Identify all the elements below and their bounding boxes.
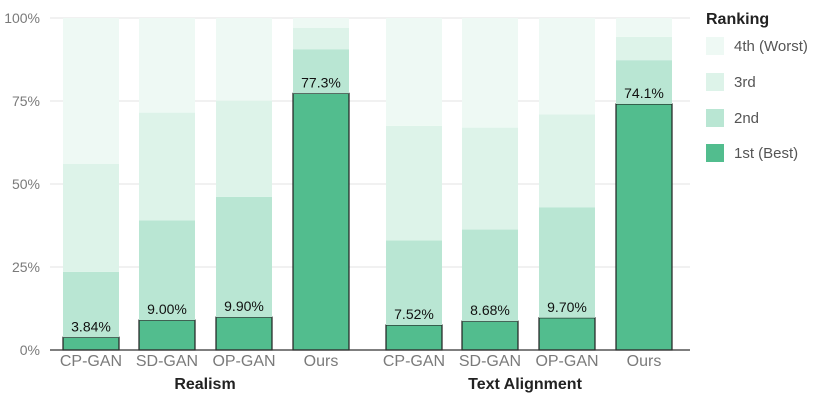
data-label: 74.1%	[624, 85, 664, 101]
bar-segment-4	[616, 18, 672, 37]
bar-segment-1	[461, 320, 519, 351]
bar-segment-2	[139, 220, 195, 321]
bar-segment-2	[539, 207, 595, 318]
legend-label: 3rd	[734, 74, 756, 91]
x-category-label: OP-GAN	[535, 353, 598, 370]
bar-segment-3	[63, 163, 119, 272]
y-tick-label: 100%	[4, 10, 40, 26]
group-label: Realism	[174, 376, 235, 393]
legend: Ranking 4th (Worst) 3rd 2nd 1st (Best)	[706, 11, 808, 162]
legend-swatch	[706, 37, 724, 55]
bar-segment-2	[462, 229, 518, 322]
bar-segment-3	[293, 27, 349, 50]
data-label: 8.68%	[470, 302, 510, 318]
bar-segment-1	[138, 319, 196, 351]
bar-segment-4	[139, 18, 195, 113]
bar-segment-1	[62, 336, 120, 351]
group-label: Text Alignment	[468, 376, 582, 393]
data-label: 7.52%	[394, 306, 434, 322]
bar-segment-4	[386, 18, 442, 126]
bar-segment-3	[462, 127, 518, 230]
legend-label: 1st (Best)	[734, 145, 798, 162]
bar-segment-3	[539, 114, 595, 208]
labels: 3.84% 9.00% 9.90% 77.3% 7.52% 8.68% 9.70% 74.1%…	[60, 74, 664, 393]
x-category-label: CP-GAN	[60, 353, 122, 370]
bar-segment-4	[216, 18, 272, 101]
data-label: 3.84%	[71, 318, 111, 334]
data-label: 77.3%	[301, 74, 341, 90]
bar-segment-3	[216, 100, 272, 197]
legend-title: Ranking	[706, 11, 769, 28]
bar-segment-1	[292, 92, 350, 351]
data-label: 9.70%	[547, 299, 587, 315]
bar-segment-4	[539, 18, 595, 115]
legend-label: 2nd	[734, 110, 759, 127]
x-category-label: CP-GAN	[383, 353, 445, 370]
legend-swatch	[706, 73, 724, 91]
bar-segment-2	[63, 271, 119, 338]
axes: 0% 25% 50% 75% 100%	[4, 10, 690, 358]
bar-segment-1	[385, 324, 443, 351]
y-tick-label: 25%	[12, 259, 40, 275]
x-category-label: SD-GAN	[136, 353, 198, 370]
x-category-label: Ours	[627, 353, 662, 370]
bar-segment-2	[293, 49, 349, 94]
y-tick-label: 75%	[12, 93, 40, 109]
bar-segment-3	[386, 125, 442, 241]
bar-segment-2	[216, 196, 272, 318]
bar-segment-4	[293, 18, 349, 28]
data-label: 9.90%	[224, 298, 264, 314]
y-tick-label: 50%	[12, 176, 40, 192]
x-category-label: OP-GAN	[212, 353, 275, 370]
bar-segment-2	[386, 240, 442, 326]
legend-swatch	[706, 144, 724, 162]
bar-segment-1	[538, 317, 596, 351]
bar-segment-3	[616, 36, 672, 61]
y-tick-label: 0%	[20, 342, 40, 358]
legend-swatch	[706, 109, 724, 127]
x-category-label: SD-GAN	[459, 353, 521, 370]
x-category-label: Ours	[304, 353, 339, 370]
bar-segment-4	[462, 18, 518, 128]
bar-segment-4	[63, 18, 119, 164]
bar-segment-1	[215, 316, 273, 351]
bars	[62, 18, 673, 351]
data-label: 9.00%	[147, 301, 187, 317]
bar-segment-3	[139, 112, 195, 221]
legend-label: 4th (Worst)	[734, 38, 808, 55]
bar-segment-2	[616, 60, 672, 104]
bar-segment-1	[615, 103, 673, 351]
